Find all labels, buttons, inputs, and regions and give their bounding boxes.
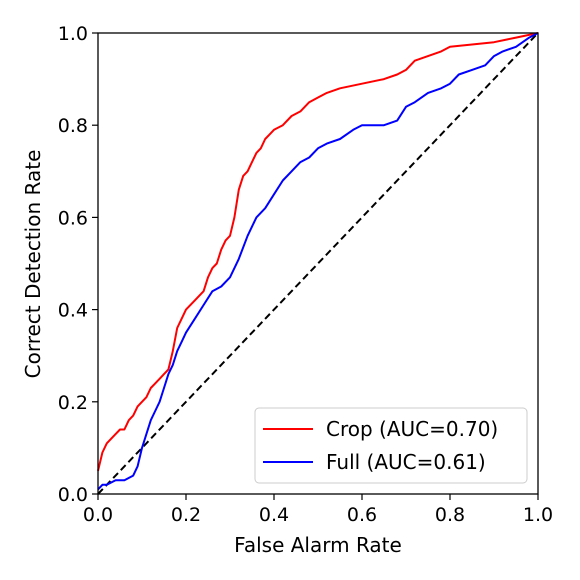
- tick-layer: 0.0 0.2 0.4 0.6 0.8 1.0 0.0 0.2 0.4 0.6 0.8 1.0: [58, 23, 553, 526]
- x-tick-label: 1.0: [523, 504, 553, 526]
- series-line-full: [97, 32, 539, 491]
- y-tick-label: 0.0: [58, 484, 88, 506]
- legend: Crop (AUC=0.70) Full (AUC=0.61): [254, 407, 528, 484]
- x-tick-label: 0.6: [347, 504, 377, 526]
- plot-frame: [97, 32, 539, 495]
- legend-label-full: Full (AUC=0.61): [326, 450, 486, 474]
- legend-box: [254, 407, 528, 484]
- x-tick-label: 0.4: [259, 504, 289, 526]
- x-tick-label: 0.0: [83, 504, 113, 526]
- x-tick-label: 0.8: [435, 504, 465, 526]
- y-tick-label: 0.4: [58, 300, 88, 322]
- y-tick-label: 0.6: [58, 207, 88, 229]
- series-layer: [97, 32, 539, 495]
- y-tick-label: 1.0: [58, 23, 88, 45]
- y-tick-label: 0.2: [58, 392, 88, 414]
- x-axis-label: False Alarm Rate: [234, 533, 402, 557]
- legend-label-crop: Crop (AUC=0.70): [326, 417, 498, 441]
- y-tick-label: 0.8: [58, 115, 88, 137]
- x-tick-label: 0.2: [171, 504, 201, 526]
- chance-diagonal-line: [97, 32, 539, 495]
- y-axis-label: Correct Detection Rate: [21, 150, 45, 379]
- series-line-crop: [97, 32, 539, 472]
